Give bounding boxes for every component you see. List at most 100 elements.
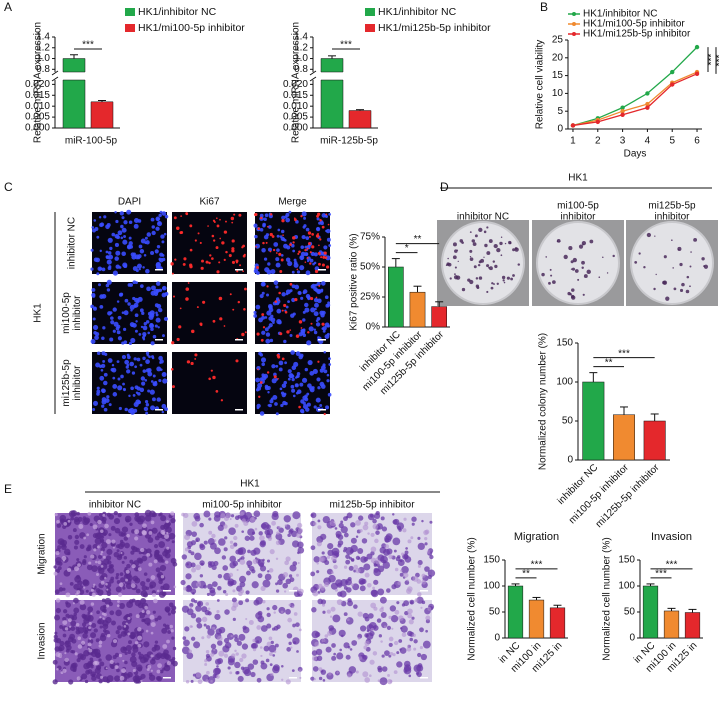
image-spot <box>236 640 242 646</box>
image-spot <box>121 311 125 314</box>
image-spot <box>77 563 81 567</box>
image-spot <box>327 392 332 397</box>
image-spot <box>261 330 266 335</box>
image-spot <box>116 300 120 303</box>
image-spot <box>386 625 392 630</box>
image-spot <box>310 571 316 577</box>
image-spot <box>150 217 155 222</box>
image-spot <box>167 630 172 634</box>
image-spot <box>401 603 406 607</box>
image-spot <box>199 574 204 578</box>
image-spot <box>263 234 269 240</box>
image-spot <box>131 652 136 657</box>
scale-bar <box>420 590 428 592</box>
image-spot <box>164 214 169 219</box>
legend-marker <box>572 32 576 36</box>
image-spot <box>159 210 163 214</box>
image-spot <box>238 213 242 217</box>
image-spot <box>123 536 129 541</box>
image-spot <box>273 280 279 286</box>
image-spot <box>170 511 175 516</box>
image-spot <box>156 288 160 293</box>
image-spot <box>424 529 430 535</box>
image-spot <box>128 341 132 346</box>
y-tick-label: 50 <box>489 607 501 618</box>
image-spot <box>154 640 159 644</box>
image-spot <box>121 227 127 233</box>
colony <box>490 286 494 290</box>
image-spot <box>396 661 403 668</box>
y-tick-label: 0.020 <box>283 79 308 90</box>
image-spot <box>357 636 361 640</box>
data-point <box>670 82 675 87</box>
colony <box>646 232 652 238</box>
image-spot <box>329 615 333 618</box>
image-spot <box>305 236 310 240</box>
image-spot <box>81 640 86 645</box>
image-spot <box>127 616 131 620</box>
image-spot <box>115 630 120 635</box>
image-spot <box>83 555 87 559</box>
image-spot <box>55 560 61 566</box>
image-spot <box>269 232 273 237</box>
image-spot <box>96 392 100 396</box>
image-spot <box>115 250 121 256</box>
image-spot <box>162 583 170 591</box>
image-spot <box>116 580 121 584</box>
bar <box>684 612 701 639</box>
image-spot <box>392 653 396 657</box>
image-spot <box>235 671 239 675</box>
image-spot <box>89 637 92 640</box>
image-spot <box>136 357 141 362</box>
micrograph <box>180 509 305 598</box>
image-spot <box>162 378 168 384</box>
image-spot <box>96 532 104 539</box>
image-spot <box>249 535 255 541</box>
image-spot <box>286 330 290 334</box>
image-spot <box>215 674 220 679</box>
image-spot <box>424 566 430 572</box>
y-axis-label: Normalized cell number (%) <box>467 537 478 660</box>
image-spot <box>133 408 138 413</box>
image-spot <box>110 316 114 320</box>
image-spot <box>268 225 272 229</box>
image-spot <box>111 620 116 626</box>
image-spot <box>114 675 121 682</box>
image-spot <box>357 515 364 521</box>
image-spot <box>216 665 219 668</box>
image-spot <box>79 603 87 611</box>
image-spot <box>260 281 266 287</box>
image-spot <box>345 515 349 519</box>
data-point <box>645 105 650 110</box>
image-spot <box>115 586 122 593</box>
image-spot <box>268 568 274 573</box>
image-spot <box>132 575 139 582</box>
micrograph <box>181 596 303 685</box>
image-spot <box>99 304 104 309</box>
data-point <box>694 44 700 50</box>
image-spot <box>54 513 58 517</box>
image-spot <box>221 555 227 560</box>
image-spot <box>115 576 119 580</box>
colony <box>447 257 449 260</box>
image-spot <box>366 582 372 588</box>
colony <box>484 243 488 248</box>
image-spot <box>152 610 156 614</box>
image-spot <box>254 234 258 239</box>
image-spot <box>415 671 420 675</box>
image-spot <box>401 632 407 638</box>
image-spot <box>328 357 331 361</box>
image-spot <box>124 542 130 549</box>
image-spot <box>201 636 205 640</box>
image-spot <box>182 262 186 266</box>
image-spot <box>62 587 66 591</box>
image-spot <box>189 264 193 269</box>
image-spot <box>413 647 417 651</box>
image-spot <box>347 576 352 581</box>
image-spot <box>429 520 433 524</box>
image-spot <box>411 522 415 526</box>
image-spot <box>284 524 288 527</box>
image-spot <box>134 599 142 607</box>
image-spot <box>326 609 331 614</box>
image-spot <box>364 572 370 578</box>
